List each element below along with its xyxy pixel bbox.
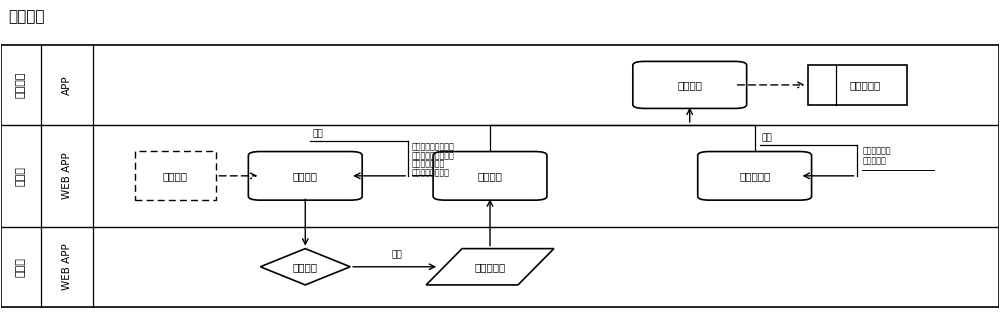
Text: 证件照片、手机号: 证件照片、手机号 (412, 168, 450, 177)
Polygon shape (260, 249, 350, 285)
Text: 证照登记: 证照登记 (293, 171, 318, 181)
Text: 证件号、姓名、身份: 证件号、姓名、身份 (412, 143, 455, 152)
Text: 录入: 录入 (762, 133, 772, 142)
FancyBboxPatch shape (248, 152, 362, 200)
Bar (1, 45, 999, 307)
FancyBboxPatch shape (698, 152, 812, 200)
Text: 查询状态: 查询状态 (677, 80, 702, 90)
Text: 动火人员: 动火人员 (16, 72, 26, 98)
Text: 号、手机号: 号、手机号 (862, 156, 886, 165)
Text: 证照审核: 证照审核 (293, 262, 318, 272)
Text: 分包商: 分包商 (16, 166, 26, 186)
Text: 通过: 通过 (392, 251, 403, 260)
Text: WEB APP: WEB APP (62, 152, 72, 199)
Text: 总包商: 总包商 (16, 257, 26, 277)
Text: 证照审核: 证照审核 (9, 9, 45, 24)
Text: 查询状态: 查询状态 (478, 171, 503, 181)
Text: 证照原件: 证照原件 (163, 171, 188, 181)
Text: 看火人注册: 看火人注册 (739, 171, 770, 181)
Text: 证照库存档: 证照库存档 (474, 262, 506, 272)
Bar (808, 65, 907, 105)
FancyBboxPatch shape (633, 61, 747, 108)
FancyBboxPatch shape (433, 152, 547, 200)
Bar (135, 152, 216, 200)
Text: 证号、作业类型、有: 证号、作业类型、有 (412, 151, 455, 160)
Text: APP: APP (62, 75, 72, 95)
Text: 姓名、身份证: 姓名、身份证 (862, 146, 891, 156)
Text: 效期、复审日期: 效期、复审日期 (412, 160, 445, 169)
Text: 录入: 录入 (312, 130, 323, 139)
Text: WEB APP: WEB APP (62, 243, 72, 290)
Polygon shape (426, 249, 554, 285)
Text: 申请动火证: 申请动火证 (850, 80, 881, 90)
